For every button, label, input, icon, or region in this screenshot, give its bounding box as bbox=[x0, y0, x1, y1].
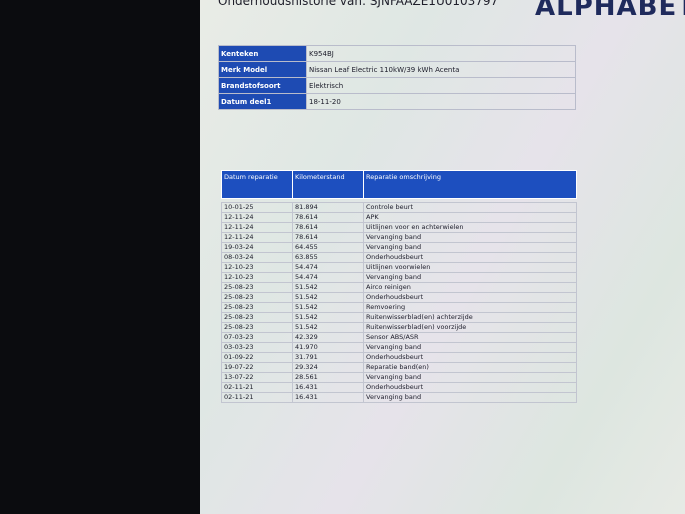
repair-mileage: 54.474 bbox=[292, 272, 364, 283]
repair-description: Ruitenwisserblad(en) achterzijde bbox=[363, 312, 577, 323]
table-row: 19-07-22 29.324 Reparatie band(en) bbox=[221, 362, 577, 373]
repair-date: 25-08-23 bbox=[221, 312, 293, 323]
repair-date: 12-10-23 bbox=[221, 262, 293, 273]
repair-mileage: 51.542 bbox=[292, 282, 364, 293]
info-row: Brandstofsoort Elektrisch bbox=[218, 77, 576, 94]
repair-date: 03-03-23 bbox=[221, 342, 293, 353]
table-row: 02-11-21 16.431 Vervanging band bbox=[221, 392, 577, 403]
page-title: Onderhoudshistorie van: SJNFAAZE1U010379… bbox=[218, 0, 499, 8]
table-row: 02-11-21 16.431 Onderhoudsbeurt bbox=[221, 382, 577, 393]
repair-mileage: 81.894 bbox=[292, 202, 364, 213]
info-row: Datum deel1 18-11-20 bbox=[218, 93, 576, 110]
repair-description: Controle beurt bbox=[363, 202, 577, 213]
table-row: 25-08-23 51.542 Remvoering bbox=[221, 302, 577, 313]
repair-date: 12-11-24 bbox=[221, 212, 293, 223]
table-row: 01-09-22 31.791 Onderhoudsbeurt bbox=[221, 352, 577, 363]
repair-mileage: 16.431 bbox=[292, 382, 364, 393]
repair-mileage: 64.455 bbox=[292, 242, 364, 253]
repair-date: 12-10-23 bbox=[221, 272, 293, 283]
vehicle-info-table: Kenteken K954BJ Merk Model Nissan Leaf Elec… bbox=[218, 45, 576, 110]
repair-date: 12-11-24 bbox=[221, 222, 293, 233]
column-header-description: Reparatie omschrijving bbox=[363, 170, 577, 199]
info-label: Merk Model bbox=[218, 61, 307, 78]
table-row: 08-03-24 63.855 Onderhoudsbeurt bbox=[221, 252, 577, 263]
repair-mileage: 78.614 bbox=[292, 212, 364, 223]
table-row: 12-11-24 78.614 APK bbox=[221, 212, 577, 223]
table-row: 25-08-23 51.542 Airco reinigen bbox=[221, 282, 577, 293]
info-value: K954BJ bbox=[306, 45, 576, 62]
repair-mileage: 63.855 bbox=[292, 252, 364, 263]
repair-description: Remvoering bbox=[363, 302, 577, 313]
info-row: Kenteken K954BJ bbox=[218, 45, 576, 62]
repair-date: 25-08-23 bbox=[221, 292, 293, 303]
repair-date: 02-11-21 bbox=[221, 392, 293, 403]
table-row: 07-03-23 42.329 Sensor ABS/ASR bbox=[221, 332, 577, 343]
repair-mileage: 28.561 bbox=[292, 372, 364, 383]
info-value: Elektrisch bbox=[306, 77, 576, 94]
repair-date: 25-08-23 bbox=[221, 322, 293, 333]
repair-description: Airco reinigen bbox=[363, 282, 577, 293]
info-label: Kenteken bbox=[218, 45, 307, 62]
column-header-date: Datum reparatie bbox=[221, 170, 293, 199]
repair-date: 08-03-24 bbox=[221, 252, 293, 263]
info-value: 18-11-20 bbox=[306, 93, 576, 110]
table-row: 12-11-24 78.614 Uitlijnen voor en achterwi… bbox=[221, 222, 577, 233]
info-value: Nissan Leaf Electric 110kW/39 kWh Acenta bbox=[306, 61, 576, 78]
repair-date: 12-11-24 bbox=[221, 232, 293, 243]
table-row: 25-08-23 51.542 Ruitenwisserblad(en) achte… bbox=[221, 312, 577, 323]
repair-date: 07-03-23 bbox=[221, 332, 293, 343]
table-row: 25-08-23 51.542 Ruitenwisserblad(en) voorz… bbox=[221, 322, 577, 333]
table-row: 12-11-24 78.614 Vervanging band bbox=[221, 232, 577, 243]
repair-description: Vervanging band bbox=[363, 372, 577, 383]
repair-description: Vervanging band bbox=[363, 342, 577, 353]
repair-date: 19-07-22 bbox=[221, 362, 293, 373]
repair-date: 19-03-24 bbox=[221, 242, 293, 253]
repair-date: 02-11-21 bbox=[221, 382, 293, 393]
repair-date: 13-07-22 bbox=[221, 372, 293, 383]
repair-description: Onderhoudsbeurt bbox=[363, 352, 577, 363]
repair-mileage: 78.614 bbox=[292, 222, 364, 233]
repair-mileage: 16.431 bbox=[292, 392, 364, 403]
table-row: 12-10-23 54.474 Uitlijnen voorwielen bbox=[221, 262, 577, 273]
info-label: Datum deel1 bbox=[218, 93, 307, 110]
info-row: Merk Model Nissan Leaf Electric 110kW/39 … bbox=[218, 61, 576, 78]
table-row: 19-03-24 64.455 Vervanging band bbox=[221, 242, 577, 253]
repair-description: Vervanging band bbox=[363, 392, 577, 403]
alphabet-logo: ALPHABET bbox=[535, 0, 685, 22]
repair-mileage: 78.614 bbox=[292, 232, 364, 243]
repair-description: Onderhoudsbeurt bbox=[363, 292, 577, 303]
repair-description: Vervanging band bbox=[363, 232, 577, 243]
repair-description: Vervanging band bbox=[363, 242, 577, 253]
repair-date: 25-08-23 bbox=[221, 282, 293, 293]
repair-description: Sensor ABS/ASR bbox=[363, 332, 577, 343]
repair-description: Onderhoudsbeurt bbox=[363, 382, 577, 393]
table-row: 10-01-25 81.894 Controle beurt bbox=[221, 202, 577, 213]
repair-description: Vervanging band bbox=[363, 272, 577, 283]
repair-mileage: 41.970 bbox=[292, 342, 364, 353]
repair-description: APK bbox=[363, 212, 577, 223]
repair-description: Onderhoudsbeurt bbox=[363, 252, 577, 263]
repair-mileage: 54.474 bbox=[292, 262, 364, 273]
table-row: 13-07-22 28.561 Vervanging band bbox=[221, 372, 577, 383]
table-row: 03-03-23 41.970 Vervanging band bbox=[221, 342, 577, 353]
table-row: 12-10-23 54.474 Vervanging band bbox=[221, 272, 577, 283]
repair-mileage: 31.791 bbox=[292, 352, 364, 363]
repair-description: Reparatie band(en) bbox=[363, 362, 577, 373]
info-label: Brandstofsoort bbox=[218, 77, 307, 94]
repair-date: 25-08-23 bbox=[221, 302, 293, 313]
repair-mileage: 51.542 bbox=[292, 302, 364, 313]
repair-description: Ruitenwisserblad(en) voorzijde bbox=[363, 322, 577, 333]
repair-description: Uitlijnen voor en achterwielen bbox=[363, 222, 577, 233]
repair-date: 01-09-22 bbox=[221, 352, 293, 363]
repair-mileage: 51.542 bbox=[292, 292, 364, 303]
column-header-mileage: Kilometerstand bbox=[292, 170, 364, 199]
repair-mileage: 29.324 bbox=[292, 362, 364, 373]
repair-description: Uitlijnen voorwielen bbox=[363, 262, 577, 273]
repair-mileage: 51.542 bbox=[292, 312, 364, 323]
table-row: 25-08-23 51.542 Onderhoudsbeurt bbox=[221, 292, 577, 303]
repair-mileage: 51.542 bbox=[292, 322, 364, 333]
repair-date: 10-01-25 bbox=[221, 202, 293, 213]
repair-mileage: 42.329 bbox=[292, 332, 364, 343]
repair-history-table: Datum reparatie Kilometerstand Reparatie… bbox=[221, 170, 577, 403]
